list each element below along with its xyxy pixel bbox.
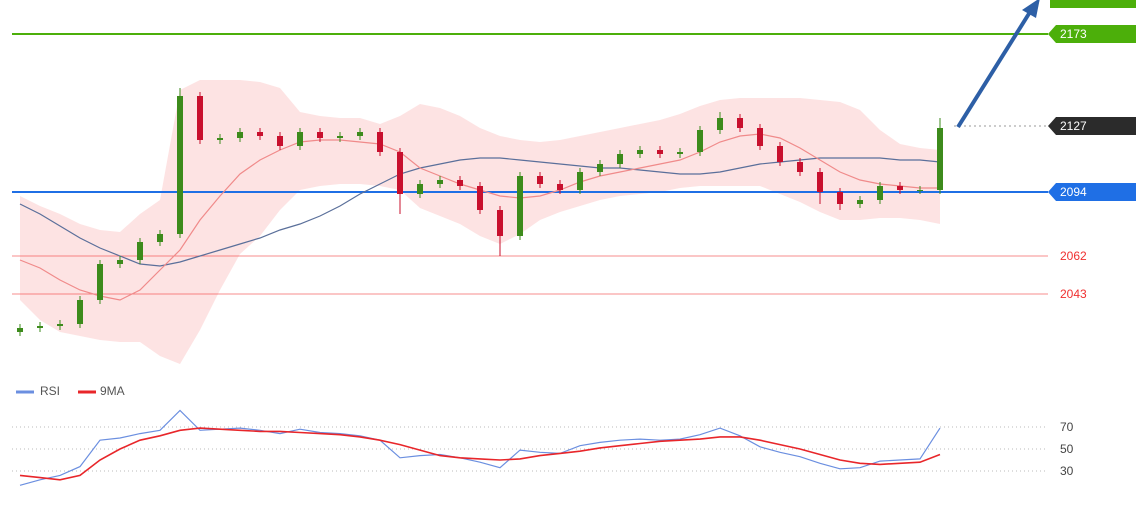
y-tick-label: 30 [1060,464,1074,478]
candle-body [897,186,903,190]
candle-body [357,132,363,136]
legend-label: RSI [40,384,60,398]
candle-body [717,118,723,130]
candle-body [317,132,323,138]
candle-layer [17,88,943,336]
candle-body [817,172,823,192]
legend-label: 9MA [100,384,125,398]
candle-body [277,136,283,146]
candle-body [457,180,463,186]
rsi-line [19,409,941,486]
candle-body [677,152,683,154]
candle-body [697,130,703,152]
candle-body [577,172,583,190]
candle-body [337,136,343,138]
candle-body [557,184,563,190]
level-tag [1048,183,1136,201]
candle-body [857,200,863,204]
level-label: 2043 [1060,287,1087,301]
candle-body [657,150,663,154]
y-tick-label: 70 [1060,420,1074,434]
candle-body [917,190,923,191]
y-tick-label: 50 [1060,442,1074,456]
level-label: 2173 [1060,27,1087,41]
level-label: 2094 [1060,185,1087,199]
candle-body [37,326,43,328]
candle-body [737,118,743,128]
candle-body [57,324,63,326]
bollinger-band [20,80,940,364]
level-label: 2062 [1060,249,1087,263]
candle-body [617,154,623,164]
moving-average [19,157,941,267]
candle-body [397,152,403,194]
candle-body [297,132,303,146]
candle-body [637,150,643,154]
candle-body [537,176,543,184]
level-layer: 2173 2127 2094 2062 2043 [12,25,1136,301]
level-tag [1048,117,1136,135]
candle-body [177,96,183,234]
level-label: 2127 [1060,119,1087,133]
candle-body [17,328,23,332]
top-level-box [1050,0,1136,8]
candle-body [517,176,523,236]
candle-body [777,146,783,162]
candle-body [437,180,443,184]
candle-body [597,164,603,172]
rsi-layer: 30 50 70 [12,409,1074,486]
candle-body [837,192,843,204]
candle-body [77,300,83,324]
band-layer [20,80,940,364]
trend-arrow [956,10,1032,129]
candle-body [137,242,143,260]
candle-body [377,132,383,152]
candle-body [237,132,243,138]
candle-body [877,186,883,200]
rsi-line [19,427,941,481]
candle-body [937,128,943,190]
candle-body [197,96,203,140]
candle-body [157,234,163,242]
candle-body [117,260,123,264]
candle-body [257,132,263,136]
candle-body [757,128,763,146]
trend-arrowhead [1022,0,1040,18]
candle-body [217,138,223,140]
level-tag [1048,25,1136,43]
candle-body [477,186,483,210]
candle-body [497,210,503,236]
candle-body [797,162,803,172]
candle-body [97,264,103,300]
candle-body [417,184,423,194]
